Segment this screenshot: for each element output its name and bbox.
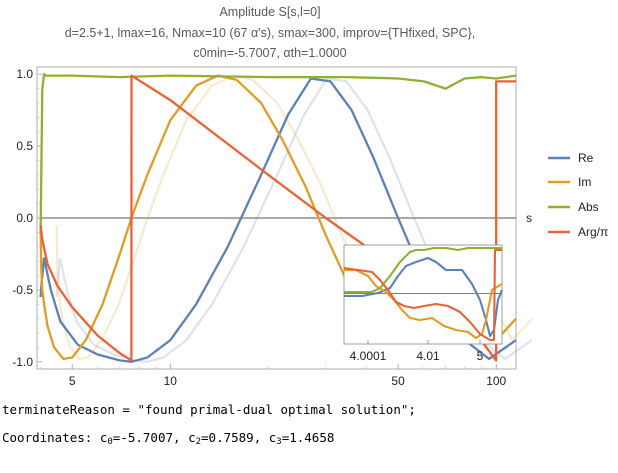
series-line-abs [39,73,517,233]
legend: Re Im Abs Arg/π [548,151,608,239]
coordinates-label: Coordinates: [2,430,100,445]
inset-plot: 4.0001 4.01 5 [343,244,503,363]
chart-title-line3: c0min=-5.7007, αth=1.0000 [193,46,346,60]
inset-x-tick-label: 4.0001 [350,349,387,363]
y-tick-label: 1.0 [16,67,33,81]
c2-label: c [188,430,196,445]
inset-x-tick-label: 4.01 [416,349,440,363]
c3-label: c [268,430,277,445]
coordinates-output: Coordinates: c0=-5.7007, c2=0.7589, c3=1… [2,430,334,447]
legend-label: Im [578,175,591,189]
c0-subscript: 0 [107,437,113,447]
y-tick-label: -0.5 [12,283,33,297]
chart-title-line2: d=2.5+1, lmax=16, Nmax=10 (67 α's), smax… [65,26,476,40]
inset-line-abs [344,246,502,294]
x-tick-label: 5 [69,374,76,388]
legend-label: Arg/π [578,225,608,239]
c3-subscript: 3 [276,437,282,447]
ghost-curve-re [55,77,533,363]
y-tick-label: 0.5 [16,139,33,153]
x-tick-label: 100 [486,374,506,388]
chart-title-line1: Amplitude S[s,l=0] [219,5,320,19]
y-tick-label: 0.0 [16,211,33,225]
c2-subscript: 2 [195,437,202,447]
terminate-reason-output: terminateReason = "found primal-dual opt… [2,402,416,417]
x-tick-label: 50 [391,374,405,388]
plot-frame: 1.0 0.5 0.0 -0.5 -1.0 5 10 50 100 s [12,66,532,388]
inset-x-tick-label: 5 [477,349,484,363]
c0-label: c [99,430,108,445]
series-line-re [39,77,517,363]
c0-value: =-5.7007, [112,430,189,445]
legend-label: Re [578,151,594,165]
legend-label: Abs [578,200,599,214]
x-tick-label: 10 [164,374,178,388]
y-tick-label: -1.0 [12,355,33,369]
inset-line-arg [343,248,502,342]
c2-value: =0.7589, [201,430,269,445]
c3-value: =1.4658 [281,430,335,445]
chart: Amplitude S[s,l=0] d=2.5+1, lmax=16, Nma… [12,5,608,388]
x-axis-label: s [526,211,532,225]
inset-line-im [344,268,503,340]
inset-line-re [344,256,503,338]
